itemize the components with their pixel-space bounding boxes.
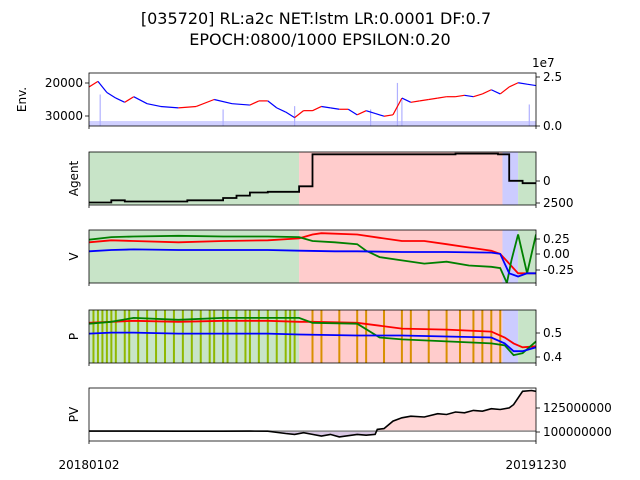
env-y-tick-label-1: 30000	[45, 109, 83, 123]
env-y-tick-label-0: 20000	[45, 76, 83, 90]
env-price-segment-29	[392, 97, 403, 116]
env-price-segment-38	[473, 93, 483, 98]
env-price-segment-31	[410, 100, 420, 103]
env-price-segment-39	[482, 89, 492, 95]
v-series-line-1	[89, 234, 536, 283]
agent-series-line-0	[89, 152, 536, 204]
env-price-segment-17	[285, 111, 295, 119]
env-price-segment-1	[89, 80, 99, 88]
chart-title-line-1: [035720] RL:a2c NET:lstm LR:0.0001 DF:0.…	[141, 9, 491, 28]
env-volume-y-tick-label-1: 0.0	[543, 119, 562, 133]
agent-y-tick-label-0: 0	[543, 174, 551, 188]
env-price-segment-20	[312, 105, 322, 112]
env-price-segment-33	[428, 97, 438, 101]
agent-region-hold-2	[502, 152, 519, 205]
env-price-segment-12	[231, 103, 250, 106]
p-frame	[88, 309, 537, 364]
pv-y-tick-label-0: 125000000	[543, 401, 612, 415]
pv-frame	[88, 387, 537, 442]
v-series-line-2	[89, 248, 536, 278]
agent-y-axis-label: Agent	[67, 160, 81, 196]
p-series-line-1	[89, 316, 536, 357]
v-series-line-0	[89, 232, 536, 275]
p-y-tick-label-0: 0.5	[543, 326, 562, 340]
env-price-segment-2	[97, 80, 108, 93]
chart-title-line-2: EPOCH:0800/1000 EPSILON:0.20	[189, 30, 450, 49]
env-volume-y-tick-label-0: 2.5	[543, 70, 562, 84]
env-price-segment-32	[419, 98, 429, 102]
p-series-line-2	[89, 331, 536, 353]
pv-y-axis-label: PV	[67, 406, 81, 422]
env-price-segment-16	[276, 107, 286, 113]
v-y-axis-label: V	[67, 252, 81, 261]
env-volume-multiplier: 1e7	[532, 56, 555, 70]
env-price-segment-21	[321, 105, 331, 109]
v-region-buy-3	[518, 230, 536, 283]
env-price-segment-13	[249, 100, 260, 106]
agent-region-buy-3	[518, 152, 536, 205]
env-price-segment-34	[437, 96, 447, 99]
env-price-segment-42	[508, 82, 519, 88]
pv-series-line	[89, 389, 536, 438]
env-volume-base	[89, 121, 536, 126]
env-price-segment-11	[214, 98, 233, 105]
x-tick-label-start: 20180102	[58, 458, 119, 472]
env-price-segment-4	[115, 97, 126, 103]
env-price-segment-8	[160, 105, 179, 109]
env-price-segment-24	[347, 108, 358, 116]
env-price-segment-37	[464, 94, 474, 98]
env-price-segment-10	[196, 98, 215, 108]
env-frame	[88, 72, 537, 127]
env-price-segment-43	[518, 82, 528, 85]
env-y-axis-label: Env.	[15, 87, 29, 112]
env-price-segment-26	[365, 110, 376, 115]
env-price-segment-41	[499, 86, 510, 95]
env-price-segment-30	[401, 97, 412, 103]
env-price-segment-44	[526, 83, 536, 87]
pv-y-tick-label-1: 100000000	[543, 425, 612, 439]
p-y-tick-label-1: 0.4	[543, 350, 562, 364]
agent-y-tick-label-1: 2500	[543, 196, 574, 210]
agent-frame	[88, 151, 537, 206]
v-frame	[88, 229, 537, 284]
agent-region-sell-1	[299, 152, 503, 205]
panels: 20000 30000 2.5 0.0 1e7 Env. 0 2500 Agent 0.250.0…	[15, 56, 612, 444]
env-price-segment-18	[294, 110, 304, 119]
env-price-segment-28	[383, 114, 394, 117]
env-price-segment-27	[374, 112, 385, 117]
agent-region-buy-0	[89, 152, 300, 205]
v-y-tick-label-0: 0.25	[543, 232, 570, 246]
p-region-hold-2	[502, 310, 519, 363]
v-y-tick-label-2: -0.25	[543, 263, 574, 277]
env-price-segment-36	[455, 94, 465, 98]
env-price-segment-15	[267, 100, 278, 109]
env-price-segment-6	[133, 96, 148, 105]
env-price-segment-40	[491, 89, 501, 95]
v-y-tick-label-1: 0.00	[543, 247, 570, 261]
v-region-buy-0	[89, 230, 300, 283]
pv-area-above	[89, 390, 536, 432]
env-price-segment-9	[178, 105, 197, 109]
p-region-buy-3	[518, 310, 536, 363]
x-tick-label-end: 20191230	[505, 458, 566, 472]
env-price-segment-3	[106, 92, 117, 99]
env-price-segment-5	[124, 96, 135, 103]
v-region-sell-1	[299, 230, 503, 283]
env-price-segment-25	[356, 110, 367, 116]
p-series-line-0	[89, 319, 536, 349]
p-y-axis-label: P	[67, 333, 81, 340]
env-price-segment-7	[146, 103, 161, 108]
env-price-segment-22	[330, 107, 340, 110]
